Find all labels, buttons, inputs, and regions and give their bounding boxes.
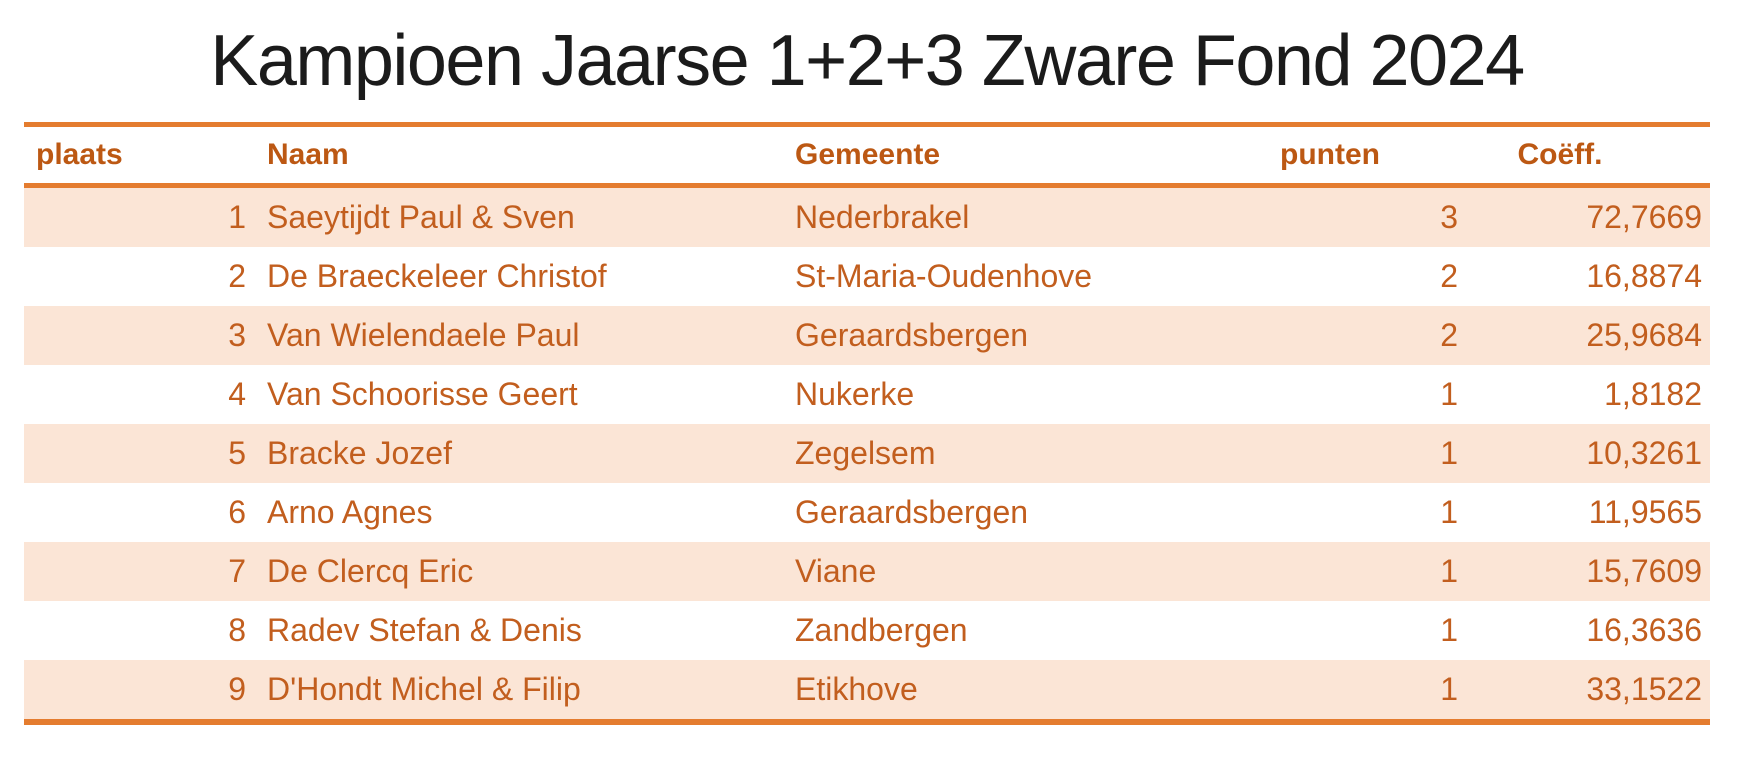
cell-gemeente: Geraardsbergen [795, 494, 1029, 530]
cell-punten: 1 [1440, 553, 1458, 589]
top-divider [24, 122, 1710, 127]
cell-plaats: 1 [228, 199, 246, 235]
table-row: 7 De Clercq Eric Viane 1 15,7609 [24, 542, 1710, 601]
cell-naam: De Clercq Eric [267, 553, 474, 589]
cell-plaats: 5 [228, 435, 246, 471]
cell-punten: 1 [1440, 612, 1458, 648]
cell-plaats: 2 [228, 258, 246, 294]
column-header-coeff: Coëff. [1517, 138, 1603, 171]
cell-plaats: 9 [228, 671, 246, 707]
cell-coeff: 33,1522 [1586, 671, 1702, 707]
cell-naam: Arno Agnes [267, 494, 433, 530]
table-row: 6 Arno Agnes Geraardsbergen 1 11,9565 [24, 483, 1710, 542]
page-title: Kampioen Jaarse 1+2+3 Zware Fond 2024 [210, 21, 1525, 101]
cell-gemeente: Etikhove [795, 671, 918, 707]
cell-coeff: 72,7669 [1586, 199, 1702, 235]
cell-naam: De Braeckeleer Christof [267, 258, 607, 294]
cell-coeff: 25,9684 [1586, 317, 1702, 353]
cell-coeff: 11,9565 [1588, 494, 1702, 530]
cell-coeff: 10,3261 [1586, 435, 1702, 471]
cell-gemeente: St-Maria-Oudenhove [795, 258, 1093, 294]
cell-plaats: 4 [228, 376, 246, 412]
bottom-divider [24, 719, 1710, 725]
results-sheet: Kampioen Jaarse 1+2+3 Zware Fond 2024 pl… [24, 0, 1710, 725]
cell-punten: 1 [1440, 494, 1458, 530]
table-row: 2 De Braeckeleer Christof St-Maria-Ouden… [24, 247, 1710, 306]
cell-coeff: 16,8874 [1586, 258, 1702, 294]
cell-gemeente: Geraardsbergen [795, 317, 1029, 353]
cell-punten: 1 [1440, 435, 1458, 471]
table-row: 5 Bracke Jozef Zegelsem 1 10,3261 [24, 424, 1710, 483]
cell-plaats: 6 [228, 494, 246, 530]
table-row: 4 Van Schoorisse Geert Nukerke 1 1,8182 [24, 365, 1710, 424]
cell-coeff: 1,8182 [1604, 376, 1702, 412]
cell-gemeente: Nukerke [795, 376, 915, 412]
table-body: 1 Saeytijdt Paul & Sven Nederbrakel 3 72… [24, 188, 1710, 719]
cell-punten: 2 [1440, 258, 1458, 294]
cell-plaats: 3 [228, 317, 246, 353]
table-row: 8 Radev Stefan & Denis Zandbergen 1 16,3… [24, 601, 1710, 660]
cell-naam: Bracke Jozef [267, 435, 452, 471]
header-divider [24, 183, 1710, 188]
cell-naam: Van Wielendaele Paul [267, 317, 580, 353]
cell-naam: Radev Stefan & Denis [267, 612, 582, 648]
column-header-gemeente: Gemeente [795, 138, 941, 171]
cell-gemeente: Zegelsem [795, 435, 936, 471]
cell-coeff: 15,7609 [1586, 553, 1702, 589]
table-row: 9 D'Hondt Michel & Filip Etikhove 1 33,1… [24, 660, 1710, 719]
column-header-naam: Naam [267, 138, 349, 171]
table-header-row: plaats Naam Gemeente punten Coëff. [24, 127, 1710, 183]
column-header-punten: punten [1280, 138, 1380, 171]
cell-naam: Van Schoorisse Geert [267, 376, 578, 412]
cell-naam: Saeytijdt Paul & Sven [267, 199, 575, 235]
cell-gemeente: Zandbergen [795, 612, 968, 648]
cell-punten: 2 [1440, 317, 1458, 353]
cell-punten: 3 [1440, 199, 1458, 235]
cell-gemeente: Viane [795, 553, 877, 589]
cell-naam: D'Hondt Michel & Filip [267, 671, 581, 707]
cell-plaats: 7 [228, 553, 246, 589]
table-row: 1 Saeytijdt Paul & Sven Nederbrakel 3 72… [24, 188, 1710, 247]
cell-plaats: 8 [228, 612, 246, 648]
column-header-plaats: plaats [36, 138, 123, 171]
table-row: 3 Van Wielendaele Paul Geraardsbergen 2 … [24, 306, 1710, 365]
cell-coeff: 16,3636 [1586, 612, 1702, 648]
cell-gemeente: Nederbrakel [795, 199, 970, 235]
cell-punten: 1 [1440, 671, 1458, 707]
cell-punten: 1 [1440, 376, 1458, 412]
